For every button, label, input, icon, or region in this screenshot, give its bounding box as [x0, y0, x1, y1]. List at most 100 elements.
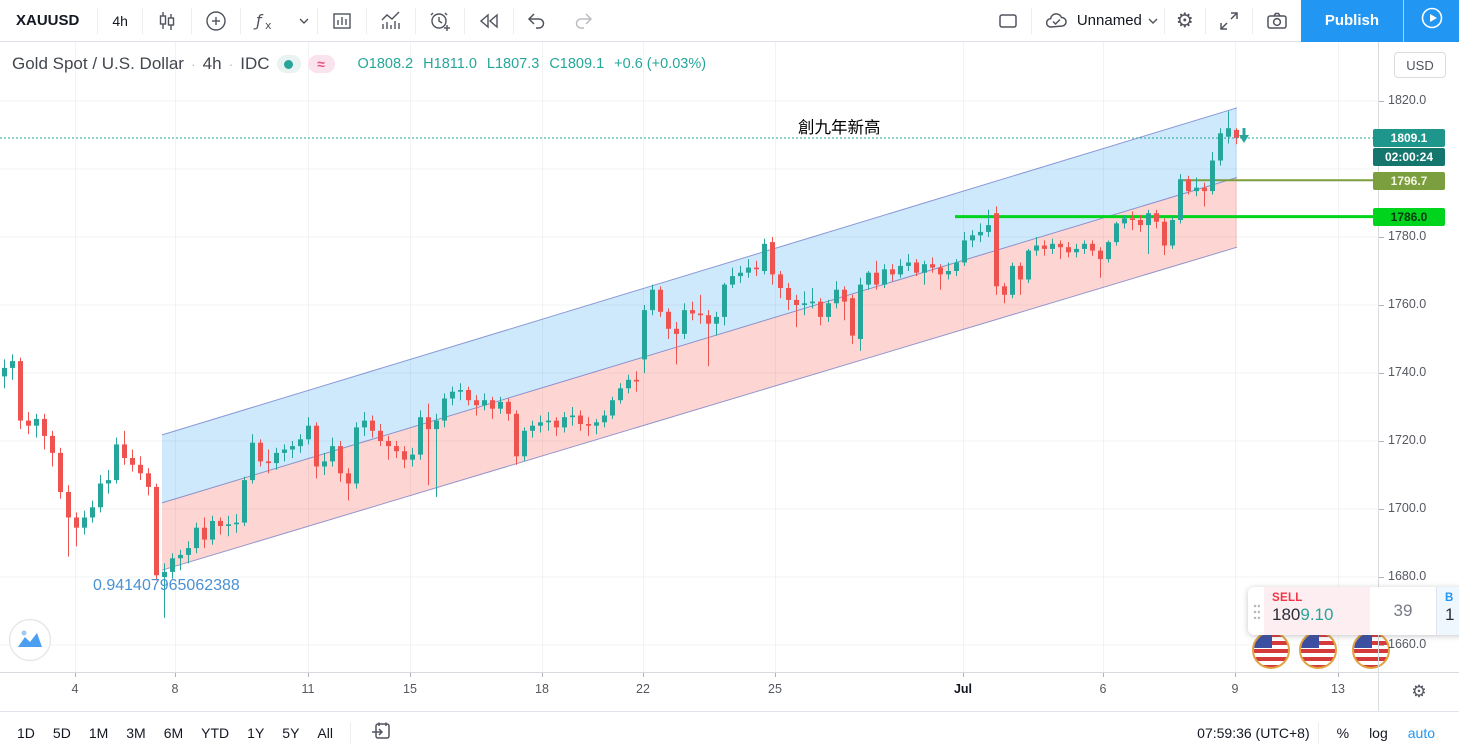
redo-button[interactable] — [560, 0, 606, 42]
time-tick-label: 18 — [535, 682, 549, 696]
candle-body — [202, 527, 207, 540]
snapshot-button[interactable] — [1253, 0, 1301, 42]
candle-body — [882, 269, 887, 285]
candle-body — [650, 289, 655, 311]
candle-body — [866, 272, 871, 285]
economic-event-us-flag-icon[interactable] — [1352, 631, 1390, 669]
time-axis[interactable]: 4 8 11 15 18 22 25 Jul 6 9 13 — [0, 672, 1378, 711]
candle-body — [394, 446, 399, 452]
symbol-button[interactable]: XAUUSD — [16, 12, 80, 29]
time-tick-label: 6 — [1099, 682, 1107, 696]
publish-button[interactable]: Publish — [1324, 12, 1379, 29]
candle-body — [826, 303, 831, 317]
log-scale-button[interactable]: log — [1369, 724, 1388, 741]
forecast-button[interactable] — [367, 0, 415, 42]
range-all-button[interactable]: All — [317, 724, 333, 741]
price-chart-canvas[interactable] — [0, 42, 1378, 672]
divider — [1030, 7, 1032, 34]
candle-body — [506, 401, 511, 414]
candle-body — [930, 264, 935, 268]
range-6m-button[interactable]: 6M — [163, 724, 184, 741]
range-1m-button[interactable]: 1M — [88, 724, 109, 741]
select-layout-button[interactable] — [985, 0, 1031, 42]
divider — [414, 7, 416, 34]
candle-body — [954, 262, 959, 271]
economic-event-us-flag-icon[interactable] — [1299, 631, 1337, 669]
legend-separator: · — [228, 56, 234, 72]
divider — [239, 7, 241, 34]
candle-body — [122, 444, 127, 458]
session-clock-button[interactable]: 07:59:36 (UTC+8) — [1197, 724, 1310, 741]
fullscreen-button[interactable] — [1206, 0, 1252, 42]
range-5y-button[interactable]: 5Y — [282, 724, 300, 741]
tick-dash — [1103, 673, 1104, 677]
candle-body — [34, 418, 39, 426]
candle-body — [1090, 243, 1095, 251]
candle-body — [1186, 179, 1191, 192]
candle-wick — [428, 403, 429, 486]
candlestick-chart-icon — [154, 8, 180, 34]
candle-body — [66, 492, 71, 518]
save-layout-button[interactable]: Unnamed — [1032, 0, 1164, 42]
candle-body — [1194, 187, 1199, 192]
currency-unit-button[interactable]: USD — [1394, 52, 1446, 78]
interval-button[interactable]: 4h — [112, 12, 128, 29]
text-annotation-new-high[interactable]: 創九年新高 — [798, 119, 881, 137]
candle-body — [194, 527, 199, 549]
divider — [365, 7, 367, 34]
candle-wick — [700, 294, 701, 324]
range-ytd-button[interactable]: YTD — [201, 724, 230, 741]
candle-wick — [164, 563, 165, 618]
candle-body — [554, 420, 559, 428]
candle-body — [666, 311, 671, 329]
drag-dots-icon — [1252, 603, 1260, 619]
auto-scale-button[interactable]: auto — [1407, 724, 1435, 741]
last-price-badge: 1809.1 — [1373, 129, 1445, 147]
candle-body — [1226, 128, 1231, 137]
publish-group: Publish — [1300, 0, 1459, 42]
range-5d-button[interactable]: 5D — [52, 724, 71, 741]
chart-properties-button[interactable]: ⚙ — [1165, 0, 1205, 42]
time-tick-label: 9 — [1231, 682, 1239, 696]
price-axis[interactable]: USD 1820.0 1780.0 1760.0 1740.0 1720.0 1700.0… — [1373, 42, 1459, 672]
candle-body — [1210, 160, 1215, 192]
economic-event-us-flag-icon[interactable] — [1252, 631, 1290, 669]
candle-body — [1010, 265, 1015, 295]
parallel-channel-drawing[interactable] — [161, 107, 1238, 571]
percent-scale-button[interactable]: % — [1336, 724, 1350, 741]
channel-value-annotation[interactable]: 0.941407965062388 — [93, 577, 240, 594]
go-to-date-button[interactable] — [359, 719, 403, 746]
candle-body — [1130, 218, 1135, 220]
buy-button[interactable]: B 1 — [1436, 587, 1459, 635]
tick-dash — [75, 673, 76, 677]
range-1y-button[interactable]: 1Y — [247, 724, 265, 741]
axis-settings-corner[interactable]: ⚙ — [1378, 672, 1459, 711]
compare-button[interactable] — [192, 0, 240, 42]
spread-value: 39 — [1393, 601, 1413, 620]
candle-body — [834, 289, 839, 304]
candle-body — [2, 367, 7, 377]
candle-wick — [76, 512, 77, 547]
range-1d-button[interactable]: 1D — [17, 724, 35, 741]
bar-replay-button[interactable] — [465, 0, 513, 42]
candle-body — [810, 301, 815, 304]
tick-dash — [643, 673, 644, 677]
candle-body — [970, 235, 975, 241]
chart-legend[interactable]: Gold Spot / U.S. Dollar · 4h · IDC ≈ O18… — [12, 54, 706, 74]
candle-body — [1050, 243, 1055, 249]
sell-button[interactable]: SELL 1809.10 — [1264, 587, 1370, 635]
play-circle-icon — [1419, 5, 1445, 36]
range-3m-button[interactable]: 3M — [126, 724, 146, 741]
chart-type-button[interactable] — [143, 0, 191, 42]
indicators-dropdown-button[interactable] — [291, 0, 317, 42]
undo-button[interactable] — [514, 0, 560, 42]
open-value: O1808.2 — [357, 56, 414, 72]
indicator-templates-button[interactable] — [318, 0, 366, 42]
divider — [1251, 7, 1253, 34]
create-alert-button[interactable] — [416, 0, 464, 42]
price-tick-label: 1760.0 — [1388, 297, 1427, 311]
candle-body — [530, 425, 535, 431]
drag-handle[interactable] — [1248, 587, 1264, 635]
publish-menu-button[interactable] — [1404, 0, 1459, 42]
